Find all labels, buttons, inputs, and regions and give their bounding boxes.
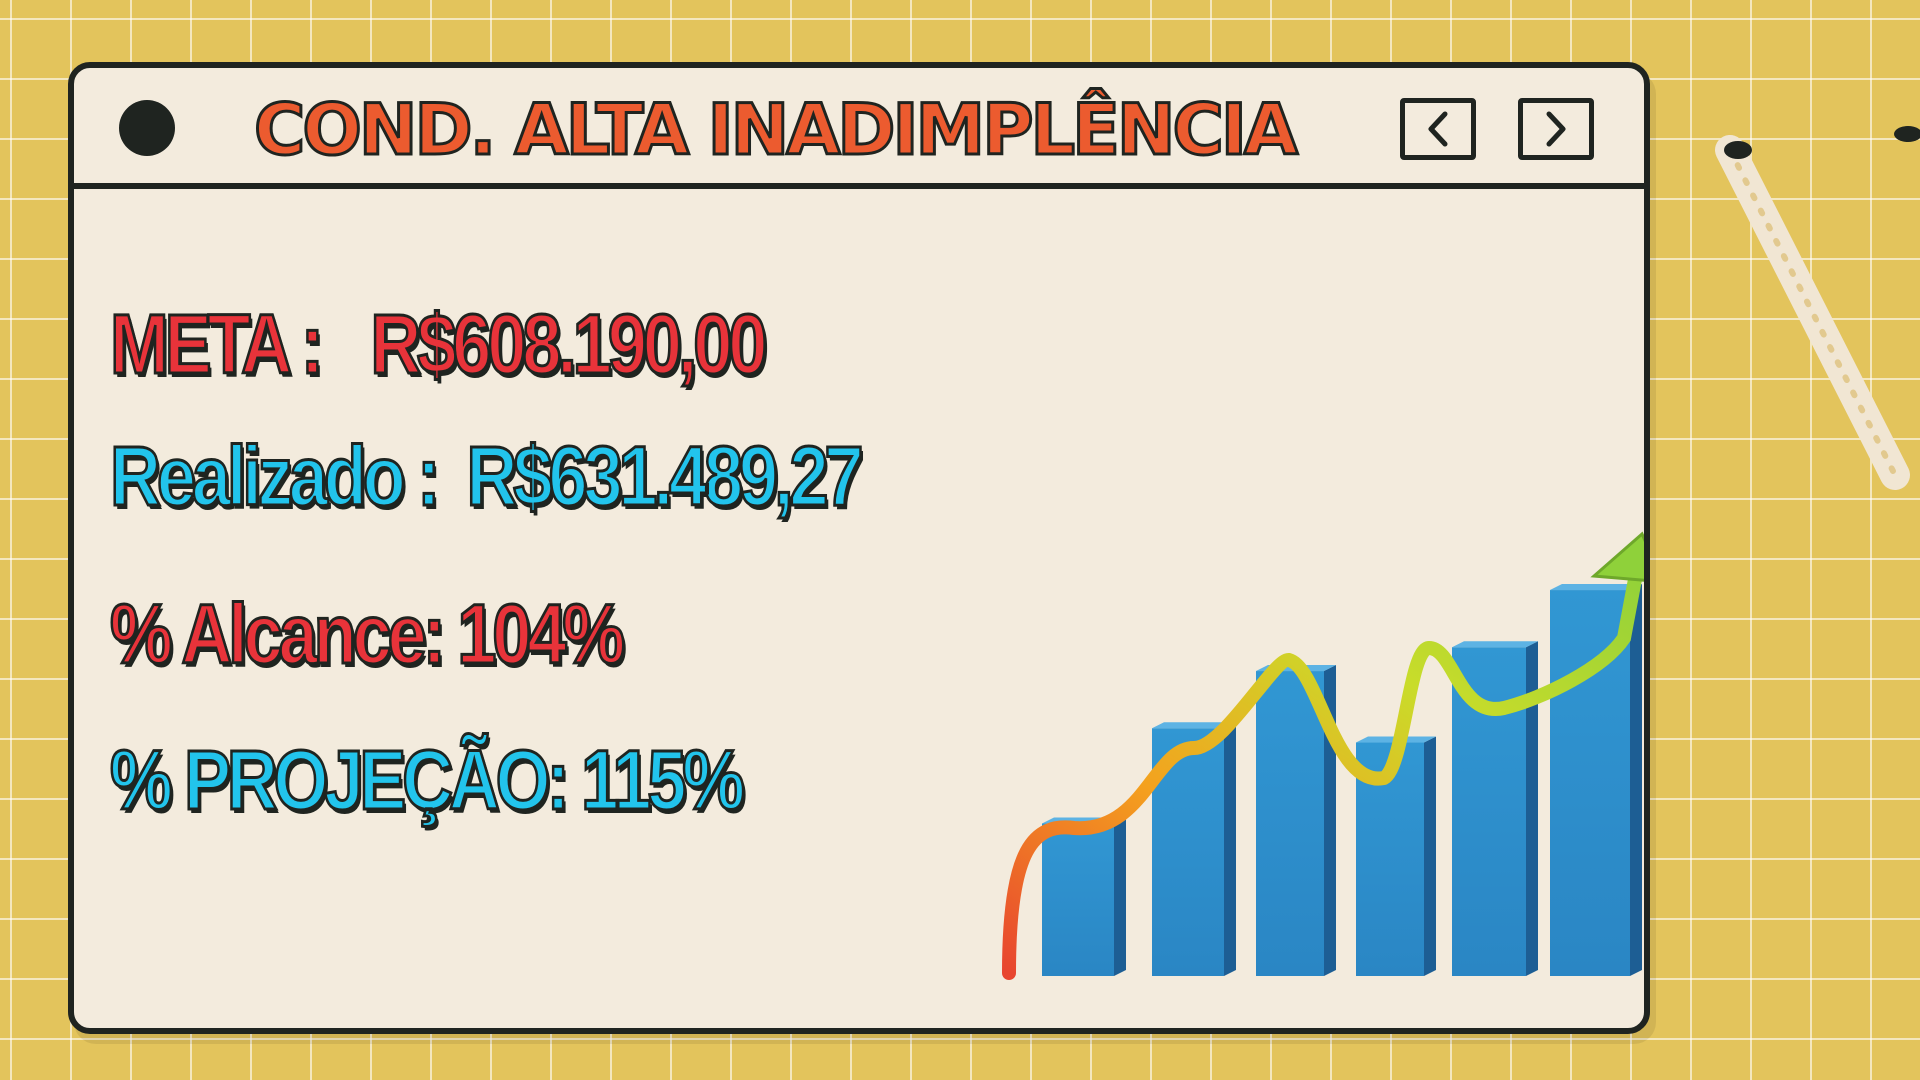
realizado-value: R$631.489,27 [465, 428, 865, 525]
meta-label: META : [109, 296, 326, 393]
title-bar: COND. ALTA INADIMPLÊNCIA [74, 68, 1644, 189]
chart-bar [1256, 665, 1336, 976]
projecao-line: % PROJEÇÃO: 115% [109, 732, 747, 829]
projecao-value: 115% [580, 732, 747, 829]
growth-chart [1002, 531, 1644, 980]
realizado-label: Realizado : [109, 428, 442, 525]
meta-value: R$608.190,00 [369, 296, 769, 393]
window-title: COND. ALTA INADIMPLÊNCIA [252, 89, 1299, 172]
trend-arrow-icon [1590, 531, 1644, 582]
chevron-right-icon [1546, 111, 1566, 147]
projecao-label: % PROJEÇÃO: [109, 732, 571, 829]
next-button[interactable] [1518, 98, 1594, 160]
alcance-line: % Alcance: 104% [109, 586, 627, 683]
meta-line: META : R$608.190,00 [109, 296, 769, 393]
app-window: COND. ALTA INADIMPLÊNCIA META : R$608.190… [68, 62, 1650, 1034]
chevron-left-icon [1428, 111, 1448, 147]
realizado-line: Realizado : R$631.489,27 [109, 428, 865, 525]
chart-bar [1042, 817, 1126, 976]
trend-line [1002, 551, 1644, 980]
prev-button[interactable] [1400, 98, 1476, 160]
decor-stripe [1715, 126, 1920, 490]
alcance-value: 104% [456, 586, 626, 683]
alcance-label: % Alcance: [109, 586, 448, 683]
window-dot [119, 100, 175, 156]
